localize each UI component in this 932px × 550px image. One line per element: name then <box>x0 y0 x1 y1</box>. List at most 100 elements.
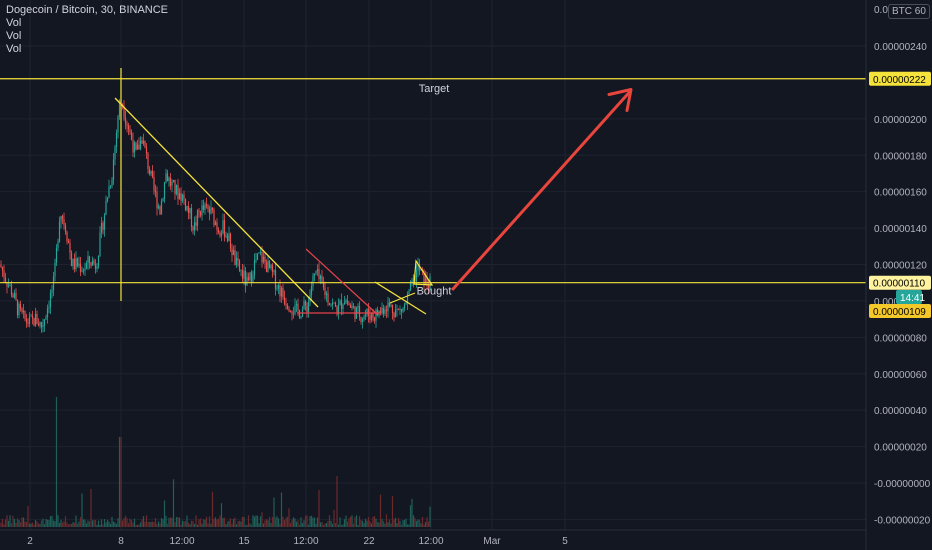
candle-body <box>102 223 104 230</box>
candle-body <box>121 103 124 106</box>
candle-body <box>418 264 421 271</box>
volume-bar <box>51 515 53 527</box>
candle-body <box>217 229 220 233</box>
volume-bar <box>79 517 82 527</box>
volume-bar <box>186 515 188 527</box>
candle-body <box>370 312 373 320</box>
candle-body <box>57 241 59 248</box>
candle-body <box>237 257 239 261</box>
volume-bar <box>363 523 365 527</box>
price-tick-label: 0.00000040 <box>874 406 927 417</box>
volume-bar <box>117 518 119 527</box>
candle-body <box>196 210 199 226</box>
volume-bar <box>387 522 389 527</box>
candle-body <box>373 317 376 321</box>
drawing-tools[interactable]: Target Bought <box>0 68 866 316</box>
volume-bar <box>21 517 23 527</box>
symbol-title[interactable]: Dogecoin / Bitcoin, 30, BINANCE <box>6 4 169 16</box>
candle-body <box>112 159 115 180</box>
candle-body <box>238 260 241 271</box>
volume-bar <box>336 476 338 527</box>
candle-body <box>207 205 209 210</box>
volume-bar <box>289 523 292 527</box>
volume-legend-3[interactable]: Vol <box>6 43 22 55</box>
candle-body <box>3 270 5 278</box>
volume-bar <box>166 523 169 527</box>
candle-body <box>232 249 235 256</box>
volume-bar <box>342 524 344 527</box>
candle-body <box>115 132 118 147</box>
volume-bar <box>201 523 203 527</box>
volume-bar <box>48 520 50 527</box>
volume-bar <box>252 515 254 527</box>
candle-body <box>289 311 292 313</box>
volume-bar <box>100 519 103 527</box>
volume-bar <box>301 523 304 527</box>
candle-body <box>327 293 329 303</box>
volume-bar <box>114 522 116 527</box>
candle-body <box>165 173 167 183</box>
candle-body <box>366 308 368 315</box>
candle-body <box>187 205 190 213</box>
volume-bar <box>358 516 361 527</box>
volume-bar <box>265 519 268 527</box>
candle-body <box>145 147 148 154</box>
volume-bar <box>396 523 398 527</box>
volume-bar <box>127 523 130 527</box>
candle-body <box>265 262 268 273</box>
candle-body <box>361 319 364 322</box>
volume-bar <box>84 519 86 527</box>
volume-bar <box>273 497 275 527</box>
volume-bar <box>36 521 38 527</box>
volume-bar <box>306 515 308 527</box>
volume-bar <box>13 518 16 527</box>
volume-bar <box>37 523 40 527</box>
candle-body <box>45 316 47 320</box>
volume-bar <box>60 519 62 527</box>
volume-bar <box>202 519 205 527</box>
currency-badge[interactable]: BTC 60 <box>888 4 930 19</box>
candle-body <box>162 198 164 201</box>
candle-body <box>222 220 224 234</box>
price-axis[interactable]: 0.000002400.000002000.000001800.00000160… <box>865 0 932 550</box>
volume-legend-2[interactable]: Vol <box>6 30 22 42</box>
volume-bar <box>427 521 430 527</box>
volume-bar <box>337 524 340 527</box>
candle-body <box>313 273 316 276</box>
time-tick-label: 22 <box>363 536 375 547</box>
candle-body <box>172 180 175 182</box>
volume-bar <box>321 521 323 527</box>
volume-bar <box>240 521 242 527</box>
candle-body <box>163 182 166 199</box>
candle-body <box>393 312 395 318</box>
volume-bar <box>375 518 377 527</box>
candle-body <box>219 232 221 236</box>
candle-body <box>76 258 79 266</box>
volume-bar <box>399 520 401 527</box>
candle-body <box>34 314 37 326</box>
volume-bar <box>232 518 235 527</box>
candle-body <box>316 269 319 272</box>
candle-body <box>93 260 95 264</box>
volume-bar <box>243 516 245 527</box>
candle-body <box>22 310 25 313</box>
price-badge-bg <box>869 71 931 86</box>
volume-bar <box>217 518 220 527</box>
candle-body <box>129 129 131 133</box>
volume-legend-1[interactable]: Vol <box>6 17 22 29</box>
candle-body <box>202 205 205 210</box>
time-axis[interactable]: 2 8 12:00 15 12:00 22 12:00 Mar 5 <box>0 529 866 547</box>
volume-bar <box>24 521 26 527</box>
pennant-triangle <box>413 259 434 286</box>
volume-bar <box>417 519 419 527</box>
candle-body <box>249 272 251 281</box>
volume-bar <box>249 523 251 527</box>
candle-body <box>84 268 86 271</box>
volume-bar <box>424 521 427 527</box>
candle-body <box>345 300 347 303</box>
candle-body <box>400 309 403 312</box>
volume-bar <box>297 520 299 527</box>
candle-body <box>244 270 247 286</box>
volume-bar <box>208 516 211 527</box>
